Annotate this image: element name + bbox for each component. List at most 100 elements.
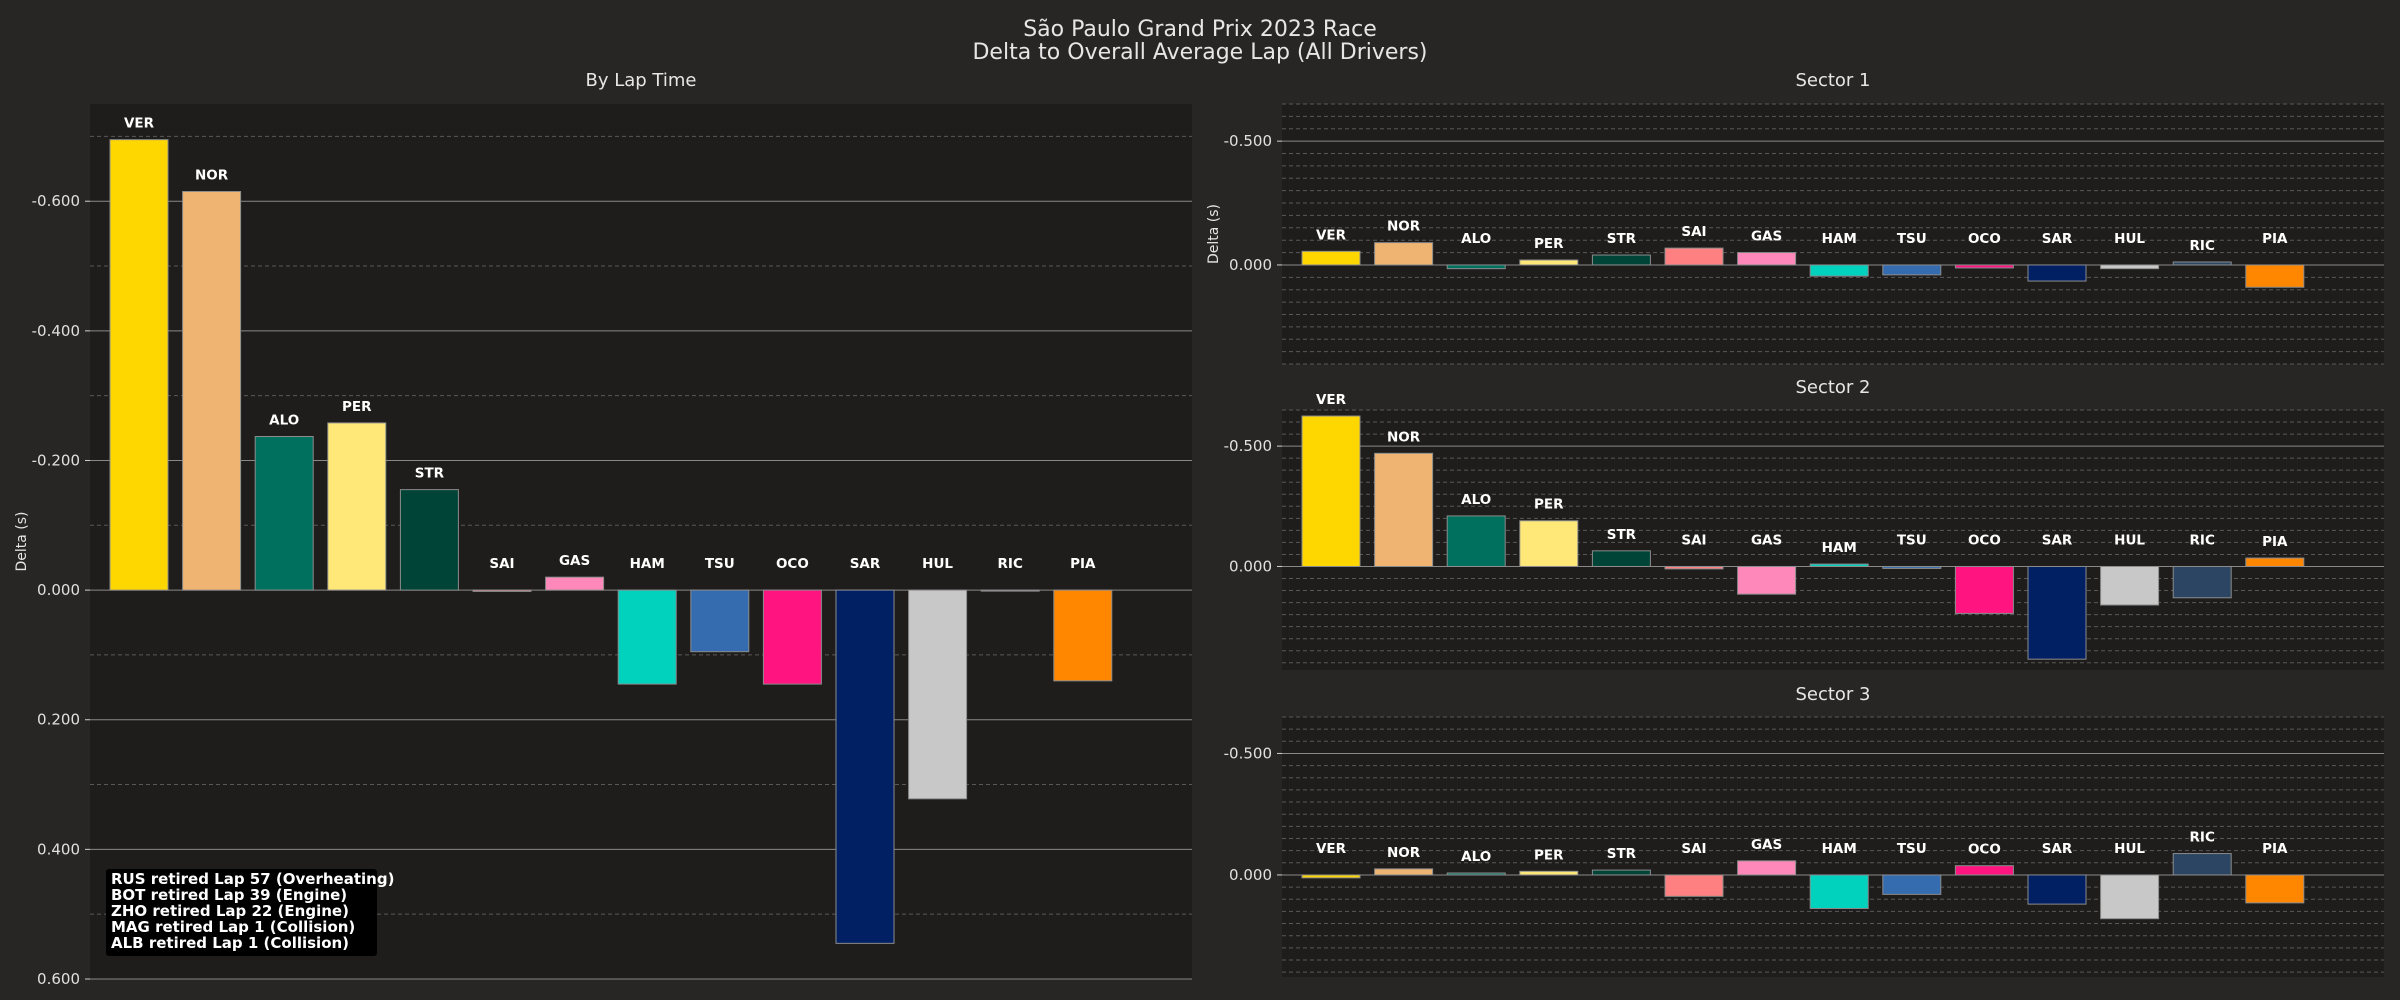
bar-label: SAI bbox=[1681, 532, 1706, 548]
chart-title: By Lap Time bbox=[586, 70, 697, 91]
bar-label: STR bbox=[1607, 527, 1637, 543]
bar-nor bbox=[183, 192, 241, 591]
chart-panel-sector-3: -0.500 0.000 Sector 3 VER NOR ALO PER STR SAI GAS… bbox=[1224, 684, 2384, 977]
bar-oco bbox=[1955, 265, 2013, 268]
bar-sar bbox=[2028, 265, 2086, 281]
y-tick-label: -0.400 bbox=[32, 322, 80, 340]
bar-label: VER bbox=[1316, 227, 1347, 243]
figure-title-line2: Delta to Overall Average Lap (All Driver… bbox=[972, 40, 1427, 65]
bar-label: PER bbox=[1534, 236, 1564, 252]
bar-label: ALO bbox=[1461, 492, 1491, 508]
chart-title: Sector 2 bbox=[1795, 377, 1870, 398]
chart-panel-sector-2: -0.5000.000Sector 2VERNORALO PERSTR SAI GAS… bbox=[1224, 377, 2384, 670]
bar-label: VER bbox=[1316, 841, 1347, 857]
bar-str bbox=[400, 490, 458, 590]
bar-label: PER bbox=[342, 399, 372, 415]
bar-ric bbox=[2173, 262, 2231, 265]
bar-label: ALO bbox=[269, 413, 299, 429]
bar-gas bbox=[1738, 253, 1796, 265]
bar-label: NOR bbox=[1387, 219, 1421, 235]
bar-label: PER bbox=[1534, 847, 1564, 863]
bar-label: PIA bbox=[2262, 231, 2288, 247]
bar-pia bbox=[2246, 265, 2304, 287]
bar-label: HUL bbox=[922, 556, 953, 572]
y-tick-label: -0.500 bbox=[1224, 437, 1272, 455]
bar-ric bbox=[981, 590, 1039, 591]
chart-title: Sector 1 bbox=[1795, 70, 1870, 91]
bar-label: HUL bbox=[2114, 841, 2145, 857]
bar-label: SAR bbox=[2042, 231, 2073, 247]
bar-oco bbox=[1955, 866, 2013, 875]
bar-label: HAM bbox=[1822, 841, 1857, 857]
bar-label: VER bbox=[124, 116, 155, 132]
bar-label: RIC bbox=[2190, 830, 2215, 846]
bar-oco bbox=[763, 590, 821, 684]
bar-ham bbox=[1810, 875, 1868, 909]
bar-ver bbox=[1302, 251, 1360, 265]
bar-label: ALO bbox=[1461, 849, 1491, 865]
y-tick-label: 0.000 bbox=[1229, 256, 1272, 274]
bar-gas bbox=[1738, 861, 1796, 875]
bar-label: SAR bbox=[2042, 532, 2073, 548]
bar-ham bbox=[618, 590, 676, 684]
bar-tsu bbox=[1883, 875, 1941, 894]
bar-label: OCO bbox=[776, 556, 809, 572]
bar-alo bbox=[1447, 516, 1505, 567]
bar-label: TSU bbox=[1897, 532, 1927, 548]
y-tick-label: 0.000 bbox=[1229, 557, 1272, 575]
y-axis-label: Delta (s) bbox=[1206, 204, 1222, 264]
bar-label: SAI bbox=[489, 556, 514, 572]
bar-tsu bbox=[691, 590, 749, 652]
figure-title-line1: São Paulo Grand Prix 2023 Race bbox=[1023, 17, 1377, 42]
bar-sar bbox=[836, 590, 894, 943]
bar-tsu bbox=[1883, 566, 1941, 568]
bar-nor bbox=[1375, 243, 1433, 265]
chart-title: Sector 3 bbox=[1795, 684, 1870, 705]
bar-label: PER bbox=[1534, 497, 1564, 513]
y-tick-label: 0.400 bbox=[37, 840, 80, 858]
bar-label: NOR bbox=[1387, 845, 1421, 861]
bar-ver bbox=[1302, 416, 1360, 566]
bar-label: GAS bbox=[559, 553, 590, 569]
y-tick-label: 0.200 bbox=[37, 711, 80, 729]
bar-label: SAI bbox=[1681, 841, 1706, 857]
bar-str bbox=[1592, 255, 1650, 265]
y-tick-label: -0.500 bbox=[1224, 132, 1272, 150]
bar-ver bbox=[1302, 875, 1360, 878]
bar-pia bbox=[2246, 558, 2304, 566]
bar-label: HAM bbox=[630, 556, 665, 572]
bar-per bbox=[1520, 871, 1578, 875]
bar-sar bbox=[2028, 875, 2086, 904]
bar-label: NOR bbox=[195, 168, 229, 184]
bar-str bbox=[1592, 870, 1650, 875]
bar-sar bbox=[2028, 566, 2086, 659]
bar-per bbox=[1520, 521, 1578, 567]
bar-pia bbox=[2246, 875, 2304, 903]
bar-pia bbox=[1054, 590, 1112, 681]
bar-label: OCO bbox=[1968, 842, 2001, 858]
bar-per bbox=[328, 423, 386, 590]
bar-label: STR bbox=[1607, 846, 1637, 862]
retirement-note: ALB retired Lap 1 (Collision) bbox=[111, 934, 349, 952]
bar-label: TSU bbox=[1897, 231, 1927, 247]
bar-oco bbox=[1955, 566, 2013, 613]
bar-ric bbox=[2173, 854, 2231, 875]
y-axis-label: Delta (s) bbox=[14, 511, 30, 571]
bar-alo bbox=[255, 437, 313, 591]
bar-sai bbox=[1665, 875, 1723, 896]
bar-label: STR bbox=[1607, 231, 1637, 247]
bar-label: HAM bbox=[1822, 231, 1857, 247]
bar-label: SAR bbox=[850, 556, 881, 572]
y-tick-label: 0.000 bbox=[37, 581, 80, 599]
bar-label: OCO bbox=[1968, 231, 2001, 247]
bar-tsu bbox=[1883, 265, 1941, 275]
bar-label: SAI bbox=[1681, 224, 1706, 240]
y-tick-label: 0.600 bbox=[37, 970, 80, 988]
bar-gas bbox=[1738, 566, 1796, 594]
bar-label: RIC bbox=[2190, 532, 2215, 548]
bar-hul bbox=[2101, 875, 2159, 919]
bar-sai bbox=[473, 590, 531, 591]
bar-alo bbox=[1447, 265, 1505, 269]
y-tick-label: -0.600 bbox=[32, 192, 80, 210]
